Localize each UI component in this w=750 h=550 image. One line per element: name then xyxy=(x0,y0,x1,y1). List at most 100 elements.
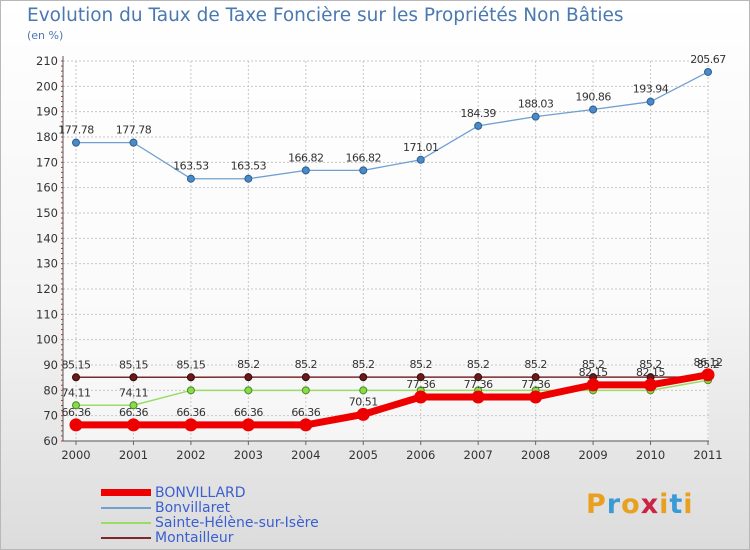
x-tick-label: 2002 xyxy=(176,448,205,462)
y-tick-label: 190 xyxy=(36,105,58,119)
data-point xyxy=(474,373,483,382)
legend-item-montailleur: Montailleur xyxy=(101,529,319,546)
y-tick-label: 120 xyxy=(36,282,58,296)
y-tick-label: 150 xyxy=(36,206,58,220)
legend-item-bonvillaret: Bonvillaret xyxy=(101,499,319,516)
x-tick-label: 2008 xyxy=(521,448,550,462)
data-label: 190.86 xyxy=(575,90,611,103)
data-label: 66.36 xyxy=(176,406,205,419)
x-tick-label: 2007 xyxy=(464,448,493,462)
y-tick-label: 80 xyxy=(43,383,58,397)
data-point xyxy=(241,418,255,432)
data-point xyxy=(474,121,483,130)
data-point xyxy=(589,105,598,114)
data-label: 171.01 xyxy=(403,141,439,154)
legend-label-montailleur: Montailleur xyxy=(155,529,234,546)
data-label: 85.2 xyxy=(697,358,720,371)
data-point xyxy=(416,155,425,164)
data-point xyxy=(69,418,83,432)
data-label: 74.11 xyxy=(62,386,91,399)
y-tick-label: 60 xyxy=(43,434,58,448)
data-label: 70.51 xyxy=(349,395,378,408)
data-label: 74.11 xyxy=(119,386,148,399)
data-label: 193.94 xyxy=(633,83,669,96)
x-tick-label: 2010 xyxy=(636,448,665,462)
data-point xyxy=(72,373,80,382)
data-label: 77.36 xyxy=(406,378,435,391)
data-point xyxy=(531,112,540,121)
data-point xyxy=(471,390,485,404)
x-tick-label: 2006 xyxy=(406,448,435,462)
data-label: 177.78 xyxy=(116,124,152,137)
logo-letter: r xyxy=(606,489,622,520)
data-label: 85.2 xyxy=(295,358,318,371)
legend-swatch-sainte-helene xyxy=(101,521,151,524)
logo-letter: i xyxy=(659,489,670,520)
y-tick-label: 210 xyxy=(36,54,58,68)
data-point xyxy=(184,418,198,432)
data-label: 184.39 xyxy=(460,107,496,120)
legend-label-sainte-helene: Sainte-Hélène-sur-Isère xyxy=(155,514,319,531)
data-point xyxy=(186,386,195,395)
y-tick-label: 130 xyxy=(36,257,58,271)
logo-letter: x xyxy=(640,489,660,520)
data-point xyxy=(359,373,368,382)
data-label: 85.2 xyxy=(582,358,605,371)
data-point xyxy=(129,373,138,382)
x-tick-label: 2005 xyxy=(349,448,378,462)
data-label: 66.36 xyxy=(62,406,91,419)
legend: BONVILLARD Bonvillaret Sainte-Hélène-sur… xyxy=(101,485,319,546)
legend-item-bonvillard: BONVILLARD xyxy=(101,485,319,501)
y-tick-label: 170 xyxy=(36,155,58,169)
data-point xyxy=(72,401,80,410)
y-tick-label: 90 xyxy=(43,358,58,372)
data-label: 177.78 xyxy=(58,124,94,137)
data-point xyxy=(126,418,140,432)
data-point xyxy=(299,418,313,432)
data-point xyxy=(529,390,543,404)
legend-label-bonvillaret: Bonvillaret xyxy=(155,499,231,516)
data-label: 77.36 xyxy=(521,378,550,391)
x-tick-label: 2011 xyxy=(693,448,722,462)
data-label: 85.2 xyxy=(352,358,375,371)
data-label: 66.36 xyxy=(119,406,148,419)
x-tick-label: 2004 xyxy=(291,448,320,462)
data-label: 85.15 xyxy=(62,358,91,371)
series-line-1 xyxy=(76,71,709,180)
data-label: 66.36 xyxy=(234,406,263,419)
data-point xyxy=(531,373,540,382)
data-point xyxy=(414,390,428,404)
data-point xyxy=(244,373,253,382)
data-point xyxy=(359,386,368,395)
legend-swatch-bonvillard xyxy=(101,489,151,496)
series-line-2 xyxy=(76,379,709,407)
data-label: 77.36 xyxy=(464,378,493,391)
data-label: 82.15 xyxy=(579,366,608,379)
data-point xyxy=(701,368,715,382)
data-point xyxy=(356,407,370,421)
data-label: 85.2 xyxy=(409,358,432,371)
data-label: 66.36 xyxy=(291,406,320,419)
data-point xyxy=(301,373,310,382)
x-tick-label: 2000 xyxy=(61,448,90,462)
series-line-0 xyxy=(76,371,709,429)
y-tick-label: 70 xyxy=(43,409,58,423)
data-label: 85.15 xyxy=(119,358,148,371)
data-label: 85.2 xyxy=(467,358,490,371)
data-point xyxy=(416,373,425,382)
data-point xyxy=(129,401,138,410)
proxiti-logo: Proxiti xyxy=(586,489,694,520)
x-tick-label: 2001 xyxy=(119,448,148,462)
logo-letter: o xyxy=(621,489,641,520)
y-tick-label: 140 xyxy=(36,231,58,245)
data-label: 85.15 xyxy=(176,358,205,371)
data-point xyxy=(586,378,600,392)
data-label: 85.2 xyxy=(524,358,547,371)
data-point xyxy=(644,378,658,392)
data-point xyxy=(359,166,368,175)
data-label: 163.53 xyxy=(231,160,267,173)
logo-letter: i xyxy=(683,489,694,520)
y-tick-label: 200 xyxy=(36,79,58,93)
chart-title: Evolution du Taux de Taxe Foncière sur l… xyxy=(27,5,624,26)
